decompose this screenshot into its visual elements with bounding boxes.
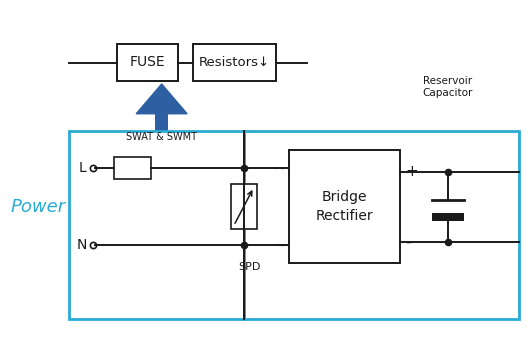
Bar — [231, 184, 257, 229]
Bar — [69, 131, 244, 318]
Text: Resistors↓: Resistors↓ — [199, 56, 270, 69]
Polygon shape — [136, 84, 187, 114]
Text: Reservoir
Capacitor: Reservoir Capacitor — [422, 76, 473, 98]
Bar — [432, 213, 464, 220]
Bar — [117, 44, 178, 80]
Text: +: + — [405, 164, 418, 179]
Text: ~: ~ — [273, 238, 286, 252]
Bar — [193, 44, 276, 80]
Text: SPD: SPD — [238, 262, 260, 273]
Text: N: N — [77, 238, 87, 252]
Text: ~: ~ — [273, 161, 286, 175]
Bar — [155, 114, 168, 131]
Bar — [289, 150, 400, 262]
Text: FUSE: FUSE — [129, 55, 165, 69]
Text: -: - — [405, 232, 411, 251]
Text: Power: Power — [11, 197, 66, 216]
Bar — [244, 131, 519, 318]
Text: L: L — [78, 161, 86, 175]
Text: Bridge
Rectifier: Bridge Rectifier — [316, 190, 373, 223]
Bar — [114, 157, 151, 179]
Text: SWAT & SWMT: SWAT & SWMT — [126, 132, 197, 142]
